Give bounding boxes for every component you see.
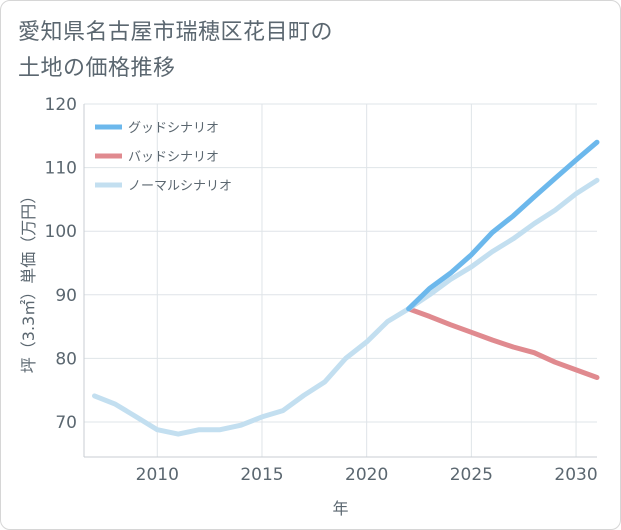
x-tick-label-2030: 2030 [554,465,597,485]
series-lines [92,139,600,437]
x-tick-label-2020: 2020 [345,465,388,485]
legend-label-2: ノーマルシナリオ [128,179,232,194]
y-tick-label-100: 100 [45,222,77,242]
series-line-1 [406,306,600,380]
y-axis-label: 坪（3.3㎡）単価（万円） [19,188,38,373]
legend-label-1: バッドシナリオ [128,150,219,165]
series-line-0 [406,139,600,312]
chart-title: 愛知県名古屋市瑞穂区花目町の 土地の価格推移 [18,15,578,87]
y-tick-label-70: 70 [55,413,77,433]
legend-label-0: グッドシナリオ [128,121,219,136]
chart-title-line-2: 土地の価格推移 [18,56,176,81]
axes [83,104,597,458]
y-tick-label-90: 90 [55,286,77,306]
y-tick-label-80: 80 [55,349,77,369]
grid-lines [84,103,597,457]
x-tick-label-2025: 2025 [450,465,493,485]
x-axis-label: 年 [332,499,348,518]
chart-title-line-1: 愛知県名古屋市瑞穂区花目町の [18,20,334,45]
tick-labels: 70 80 90 100 110 120 2010 2015 2020 2025 2030 [45,95,598,485]
x-tick-label-2015: 2015 [240,465,283,485]
y-tick-label-110: 110 [45,159,77,179]
series-line-2 [92,177,600,437]
y-tick-label-120: 120 [45,95,77,115]
x-tick-label-2010: 2010 [136,465,179,485]
